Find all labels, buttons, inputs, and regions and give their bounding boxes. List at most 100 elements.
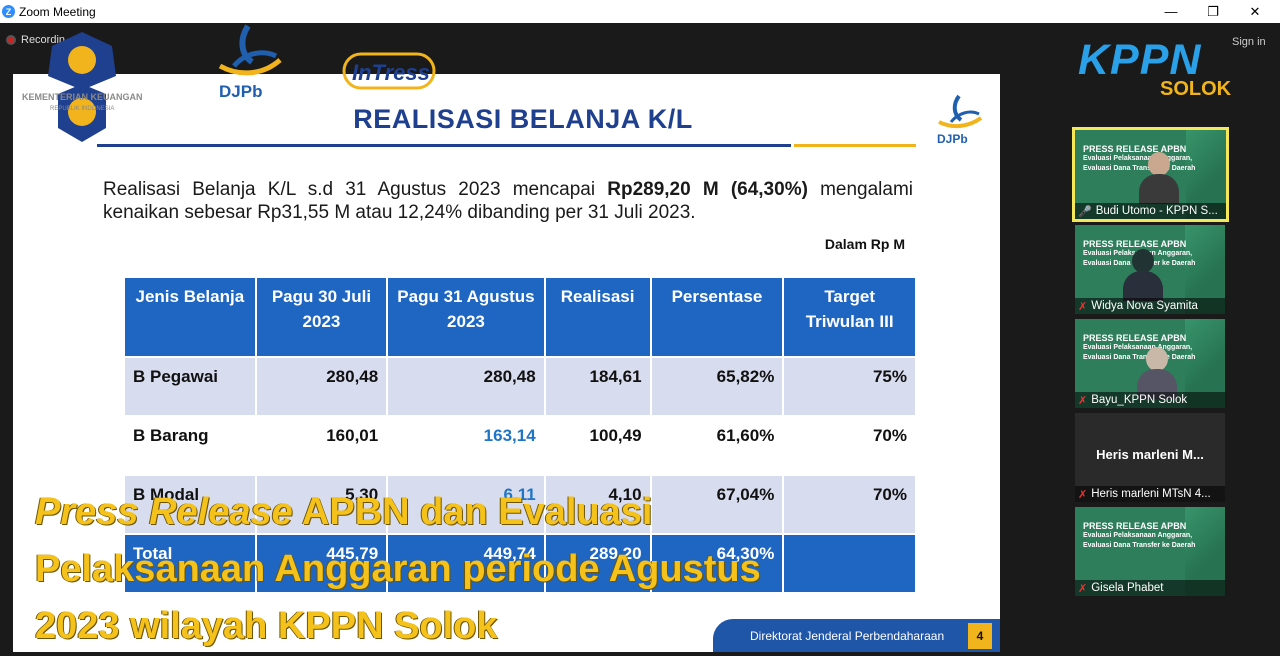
cell: 280,48 — [256, 358, 387, 415]
cell: B Modal — [125, 476, 255, 533]
cell: 70% — [872, 426, 907, 445]
cell: 449,74 — [388, 535, 544, 592]
caption-line-3: 2023 wilayah KPPN Solok — [35, 605, 498, 647]
djpb-bird-icon — [938, 94, 983, 129]
kemenkeu-emblem-icon: KEMENTERIAN KEUANGAN REPUBLIK INDONESIA — [22, 32, 143, 142]
recording-indicator[interactable]: Recordin — [6, 34, 65, 46]
participant-tile-1[interactable]: PRESS RELEASE APBN Evaluasi Pelaksanaan A… — [1072, 127, 1229, 222]
cell: 61,60% — [716, 426, 775, 445]
participant-display-name: Heris marleni M... — [1096, 447, 1204, 462]
minimize-button[interactable]: — — [1164, 4, 1178, 19]
table-row: B Pegawai 280,48 280,48 184,61 65,82% 75… — [125, 358, 915, 415]
tile-banner-line: Evaluasi Pelaksanaan Anggaran, — [1083, 532, 1193, 539]
caption-text: APBN dan Evaluasi — [292, 491, 653, 533]
maximize-button[interactable]: ❐ — [1207, 3, 1219, 19]
participant-name: ✗ Widya Nova Syamita — [1075, 298, 1225, 314]
news-caption: Press Release APBN dan Evaluasi Pelaksan… — [35, 484, 835, 655]
participant-name-text: Budi Utomo - KPPN S... — [1095, 205, 1218, 217]
cell: 65,82% — [651, 358, 783, 415]
cell: 160,01 — [326, 426, 379, 445]
djpb-logo-slide: DJPb — [931, 92, 987, 152]
mic-muted-icon: ✗ — [1078, 394, 1088, 407]
tile-banner-line: Evaluasi Pelaksanaan Anggaran, — [1083, 344, 1193, 351]
mic-on-icon: 🎤 — [1078, 205, 1092, 218]
summary-text-start: Realisasi Belanja K/L s.d 31 Agustus 202… — [103, 179, 608, 200]
djpb-slide-text: DJPb — [937, 132, 968, 146]
title-rule-blue — [97, 144, 791, 147]
col-realisasi: Realisasi — [545, 278, 650, 356]
kppn-text: KPPN — [1078, 36, 1202, 84]
caption-line-1: Press Release APBN dan Evaluasi — [35, 484, 835, 541]
table-row: B Barang 160,01 163,14 100,49 61,60% 70% — [125, 417, 915, 474]
participant-name-text: Bayu_KPPN Solok — [1091, 394, 1188, 406]
participant-video — [1139, 152, 1179, 204]
participant-video — [1123, 249, 1163, 301]
participant-tile-3[interactable]: PRESS RELEASE APBN Evaluasi Pelaksanaan A… — [1075, 319, 1225, 408]
intress-text: InTress — [352, 60, 430, 85]
cell: 445,79 — [256, 535, 387, 592]
cell: 100,49 — [589, 426, 642, 445]
tile-banner-title: PRESS RELEASE APBN — [1083, 333, 1187, 343]
record-icon — [6, 35, 16, 45]
djpb-bird-icon — [218, 24, 282, 76]
cell: 4,10 — [545, 476, 650, 533]
title-bar: Z Zoom Meeting — ❐ ✕ — [0, 0, 1280, 23]
page-number: 4 — [968, 623, 992, 649]
title-rule-yellow — [794, 144, 916, 147]
mic-muted-icon: ✗ — [1078, 488, 1088, 501]
tile-banner-line: Evaluasi Dana Transfer ke Daerah — [1083, 354, 1196, 361]
col-pagu-agustus: Pagu 31 Agustus 2023 — [388, 278, 544, 356]
table-header-row: Jenis Belanja Pagu 30 Juli 2023 Pagu 31 … — [125, 278, 915, 356]
cell: 6,11 — [388, 476, 544, 533]
belanja-table: Jenis Belanja Pagu 30 Juli 2023 Pagu 31 … — [123, 276, 917, 594]
cell — [784, 535, 915, 592]
cell: 75% — [784, 358, 915, 415]
col-jenis: Jenis Belanja — [125, 278, 255, 356]
window-title: Zoom Meeting — [19, 4, 96, 19]
kemenkeu-logo: KEMENTERIAN KEUANGAN REPUBLIK INDONESIA — [22, 30, 146, 148]
participant-tile-5[interactable]: PRESS RELEASE APBN Evaluasi Pelaksanaan A… — [1075, 507, 1225, 596]
sign-in-link[interactable]: Sign in — [1232, 36, 1266, 48]
caption-italic: Press Release — [35, 491, 293, 533]
table-row-total: Total 445,79 449,74 289,20 64,30% — [125, 535, 915, 592]
kemenkeu-label: KEMENTERIAN KEUANGAN — [22, 92, 143, 102]
mic-muted-icon: ✗ — [1078, 582, 1088, 595]
tile-banner-title: PRESS RELEASE APBN — [1083, 144, 1187, 154]
close-button[interactable]: ✕ — [1249, 3, 1261, 19]
tile-banner-line: Evaluasi Dana Transfer ke Daerah — [1083, 542, 1196, 549]
zoom-logo-icon: Z — [2, 5, 15, 18]
kppn-solok-logo: KPPN SOLOK — [1074, 28, 1270, 103]
unit-label: Dalam Rp M — [824, 236, 905, 252]
cell: 64,30% — [651, 535, 783, 592]
slide-summary: Realisasi Belanja K/L s.d 31 Agustus 202… — [103, 178, 913, 224]
recording-label: Recordin — [21, 34, 66, 46]
kemenkeu-sublabel: REPUBLIK INDONESIA — [50, 106, 114, 112]
tile-banner-line: Evaluasi Pelaksanaan Anggaran, — [1083, 155, 1193, 162]
participant-name: ✗ Bayu_KPPN Solok — [1075, 392, 1225, 408]
tile-banner-title: PRESS RELEASE APBN — [1083, 521, 1187, 531]
tile-banner-line: Evaluasi Dana Transfer ke Daerah — [1083, 165, 1196, 172]
shared-slide: REALISASI BELANJA K/L DJPb Realisasi Bel… — [13, 74, 1000, 652]
participant-tile-4[interactable]: Heris marleni M... ✗ Heris marleni MTsN 4… — [1075, 413, 1225, 502]
cell: 163,14 — [483, 426, 536, 445]
cell: 184,61 — [545, 358, 650, 415]
participant-name-text: Widya Nova Syamita — [1091, 300, 1198, 312]
cell: 5,30 — [256, 476, 387, 533]
kppn-sub-text: SOLOK — [1160, 78, 1232, 100]
summary-highlight: Rp289,20 M (64,30%) — [607, 179, 808, 200]
participant-name-text: Heris marleni MTsN 4... — [1091, 488, 1211, 500]
cell: B Barang — [133, 426, 209, 445]
djpb-logo-top: DJPb — [214, 24, 284, 104]
slide-footer: Direktorat Jenderal Perbendaharaan 4 — [713, 619, 1000, 652]
intress-logo-icon: InTress — [342, 52, 436, 90]
cell: 280,48 — [388, 358, 544, 415]
tile-banner-title: PRESS RELEASE APBN — [1083, 239, 1187, 249]
cell: 289,20 — [545, 535, 650, 592]
cell: 67,04% — [651, 476, 783, 533]
participant-video — [1137, 347, 1177, 399]
participant-name: ✗ Gisela Phabet — [1075, 580, 1225, 596]
